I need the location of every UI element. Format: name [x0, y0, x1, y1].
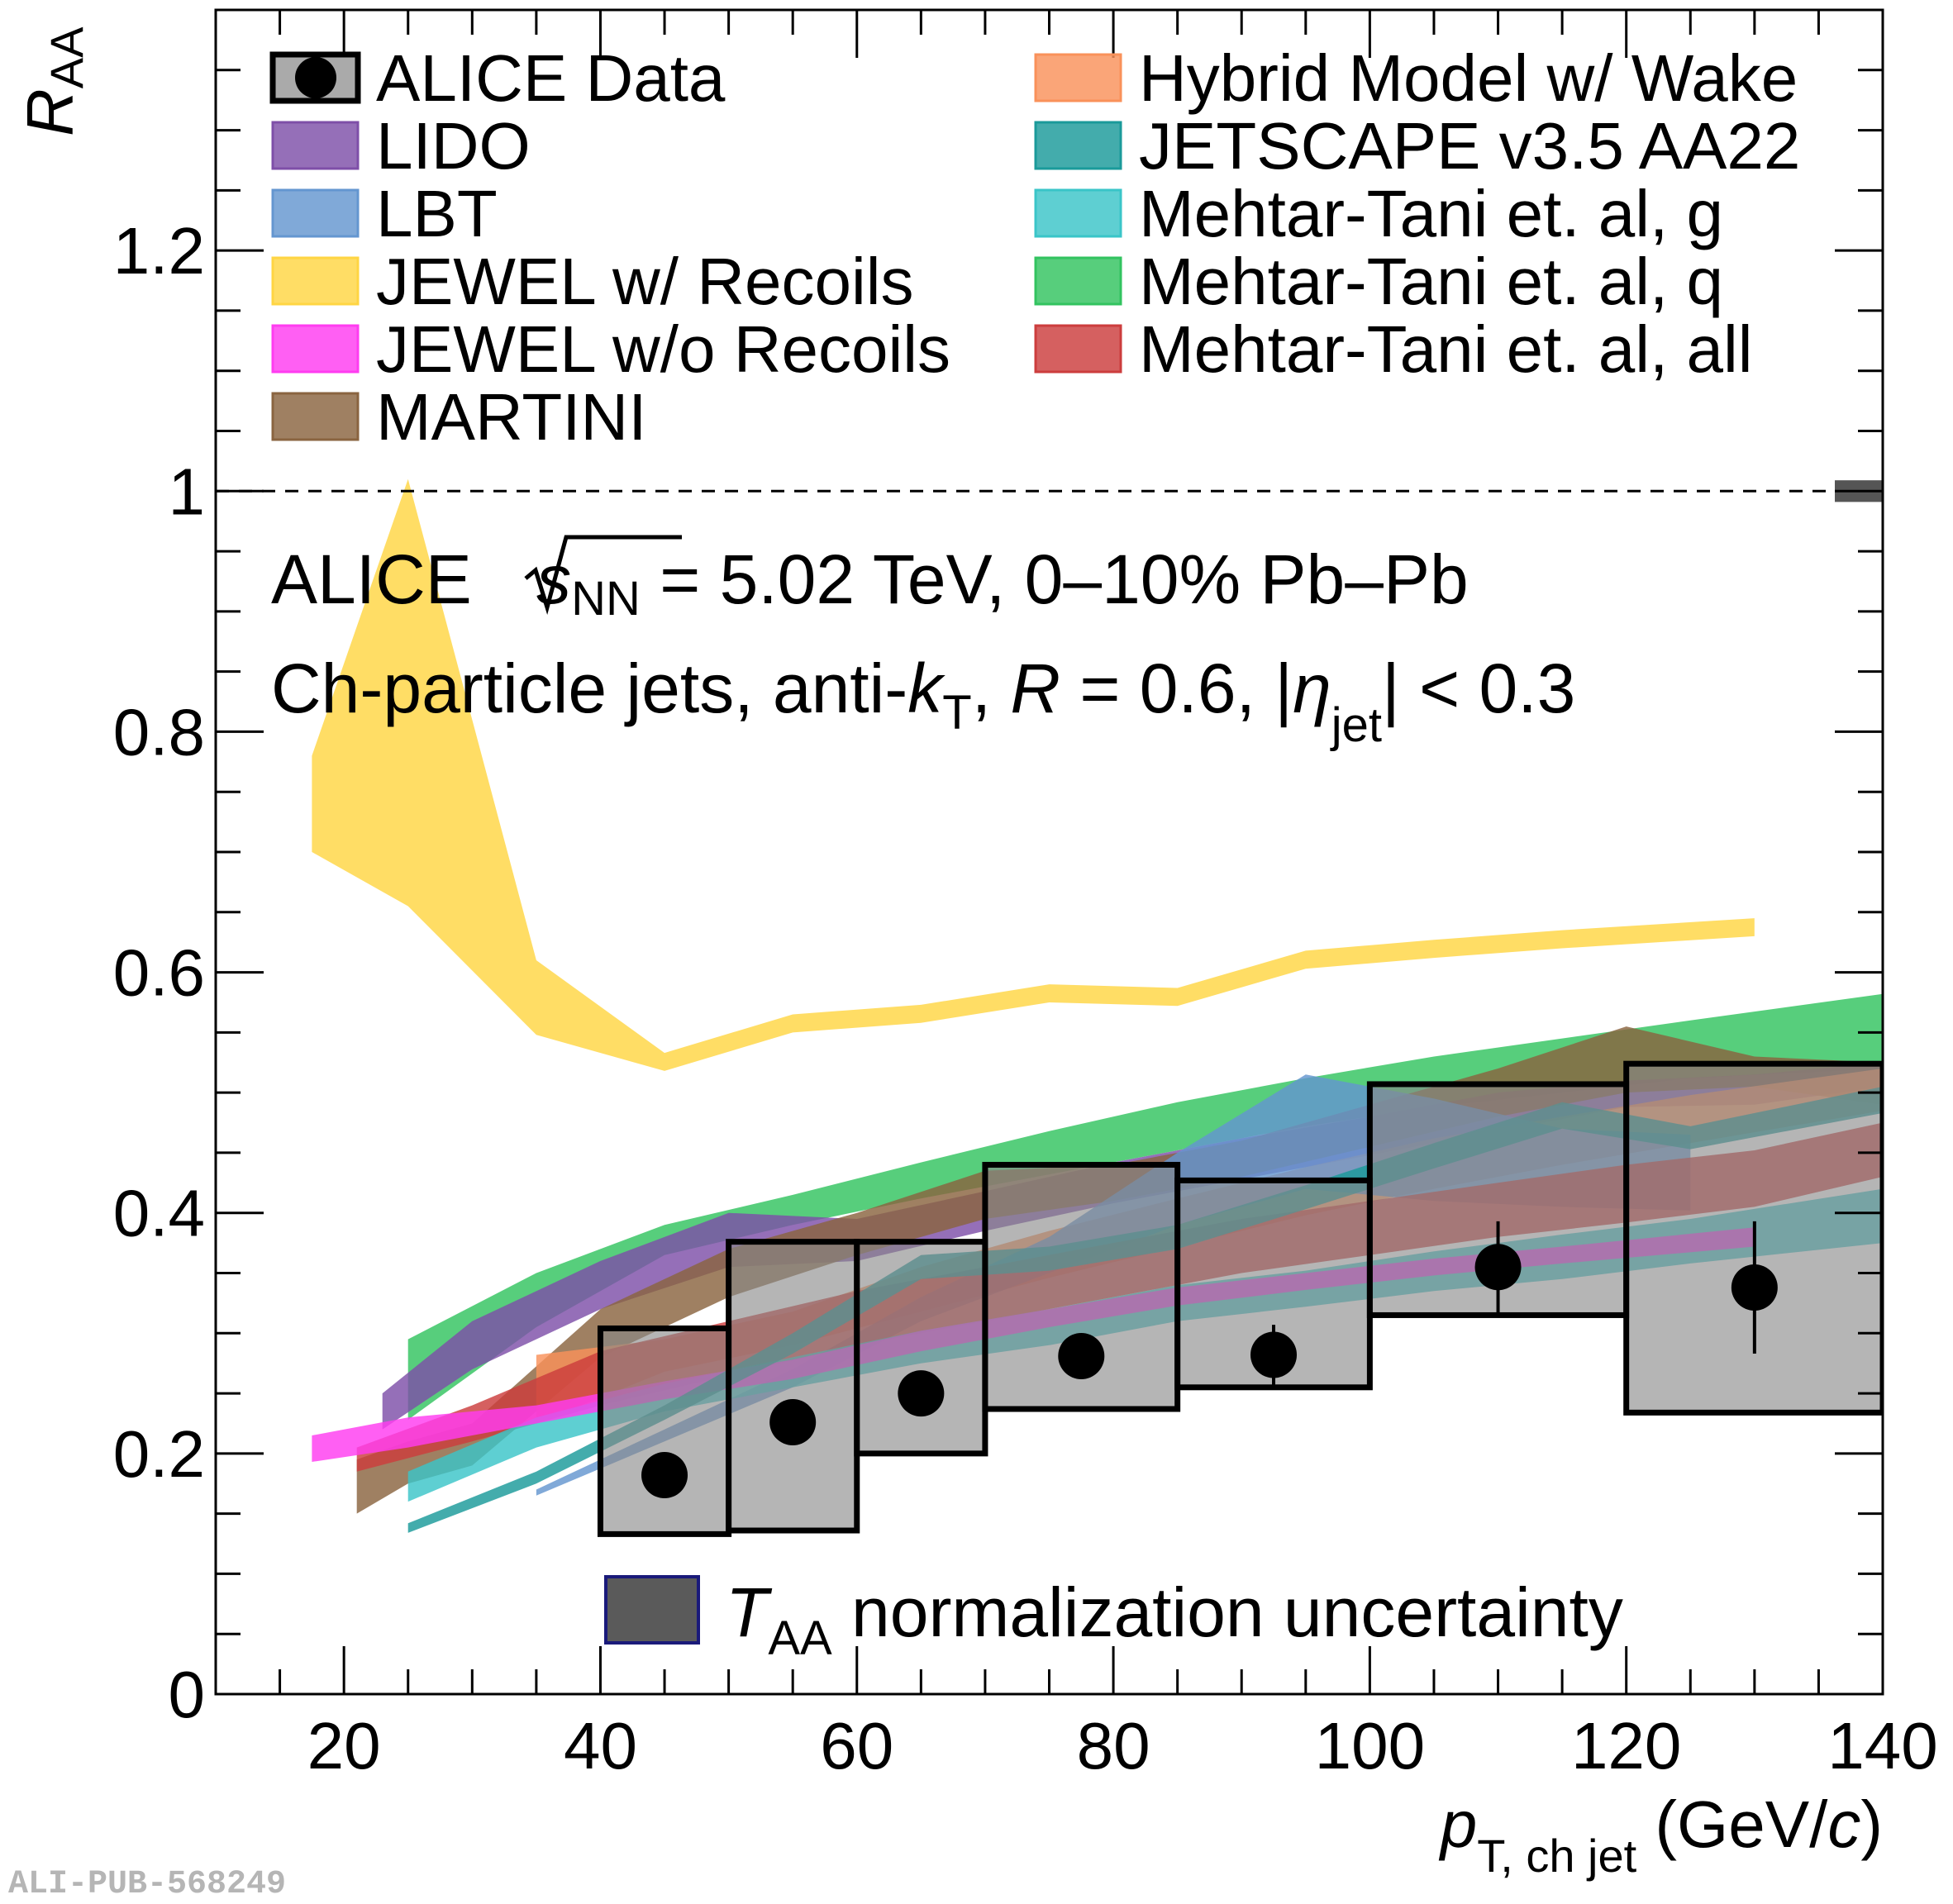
legend-label-alice-data: ALICE Data [376, 41, 726, 115]
legend-swatch-martini [271, 392, 360, 441]
sys-box-1 [726, 1239, 860, 1534]
legend-swatch-lbt [271, 188, 360, 238]
data-point-0 [641, 1452, 688, 1499]
annotation-jet-selection: Ch-particle jets, anti-kT, R = 0.6, |ηje… [271, 650, 1575, 752]
y-tick-label-6: 1.2 [113, 214, 205, 288]
x-tick-labels: 20 40 60 80 100 120 140 [307, 1709, 1938, 1783]
data-point-6 [1731, 1264, 1778, 1311]
y-tick-label-2: 0.4 [113, 1177, 205, 1250]
watermark: ALI-PUB-568249 [8, 1866, 286, 1903]
data-point-1 [769, 1399, 817, 1446]
sqrt-sign [524, 535, 682, 615]
data-point-4 [1250, 1331, 1298, 1378]
legend-label-jetscape-v3-5-aa22: JETSCAPE v3.5 AA22 [1139, 109, 1800, 183]
legend-label-mehtar-tani-et-al-g: Mehtar-Tani et. al, g [1139, 177, 1723, 250]
x-axis-title: pT, ch jet (GeV/c) [1439, 1787, 1883, 1882]
legend-swatch-mehtar-tani-et-al-q [1034, 256, 1122, 306]
legend-swatch-mehtar-tani-et-al-g [1034, 188, 1122, 238]
x-tick-label-60: 60 [820, 1709, 893, 1783]
legend-swatch-mehtar-tani-et-al-all [1034, 324, 1122, 374]
taa-legend-label: TAA normalization uncertainty [726, 1573, 1623, 1665]
y-tick-label-3: 0.6 [113, 936, 205, 1010]
x-tick-label-20: 20 [307, 1709, 381, 1783]
legend-swatch-lido [271, 121, 360, 170]
legend-label-lbt: LBT [376, 177, 498, 250]
data-point-3 [1058, 1332, 1105, 1379]
legend-swatch-jewel-w-recoils [271, 256, 360, 306]
y-tick-label-4: 0.8 [113, 695, 205, 769]
legend-marker-alice-data [295, 57, 336, 98]
axis-ticks [216, 8, 1884, 1696]
x-tick-label-120: 120 [1571, 1709, 1681, 1783]
data-point-2 [898, 1370, 945, 1417]
legend-label-martini: MARTINI [376, 380, 646, 454]
sys-box-2 [854, 1239, 988, 1457]
x-tick-label-140: 140 [1827, 1709, 1937, 1783]
legend-swatch-hybrid-model-w-wake [1034, 53, 1122, 102]
y-tick-label-5: 1 [169, 455, 206, 528]
legend-label-jewel-w-o-recoils: JEWEL w/o Recoils [376, 312, 950, 386]
taa-legend-swatch [604, 1575, 700, 1645]
data-markers [641, 1244, 1778, 1499]
legend-label-hybrid-model-w-wake: Hybrid Model w/ Wake [1139, 41, 1798, 115]
sys-box-0 [597, 1325, 732, 1537]
x-tick-label-80: 80 [1077, 1709, 1150, 1783]
x-tick-label-100: 100 [1315, 1709, 1425, 1783]
legend-label-mehtar-tani-et-al-q: Mehtar-Tani et. al, q [1139, 245, 1723, 318]
y-tick-labels: 0 0.2 0.4 0.6 0.8 1 1.2 [113, 214, 205, 1731]
legend-swatch-jetscape-v3-5-aa22 [1034, 121, 1122, 170]
y-axis-title: RAA [13, 26, 93, 136]
band-mehtar-tani-et-al-q [407, 993, 1883, 1421]
x-tick-label-40: 40 [564, 1709, 637, 1783]
legend-swatch-jewel-w-o-recoils [271, 324, 360, 374]
legend-label-mehtar-tani-et-al-all: Mehtar-Tani et. al, all [1139, 312, 1753, 386]
data-point-5 [1474, 1244, 1522, 1291]
y-tick-label-1: 0.2 [113, 1417, 205, 1491]
legend-label-lido: LIDO [376, 109, 531, 183]
legend-label-jewel-w-recoils: JEWEL w/ Recoils [376, 245, 914, 318]
y-tick-label-0: 0 [169, 1658, 206, 1731]
annotation-collision-system: ALICE sNN = 5.02 TeV, 0–10% Pb–Pb [271, 540, 1469, 626]
